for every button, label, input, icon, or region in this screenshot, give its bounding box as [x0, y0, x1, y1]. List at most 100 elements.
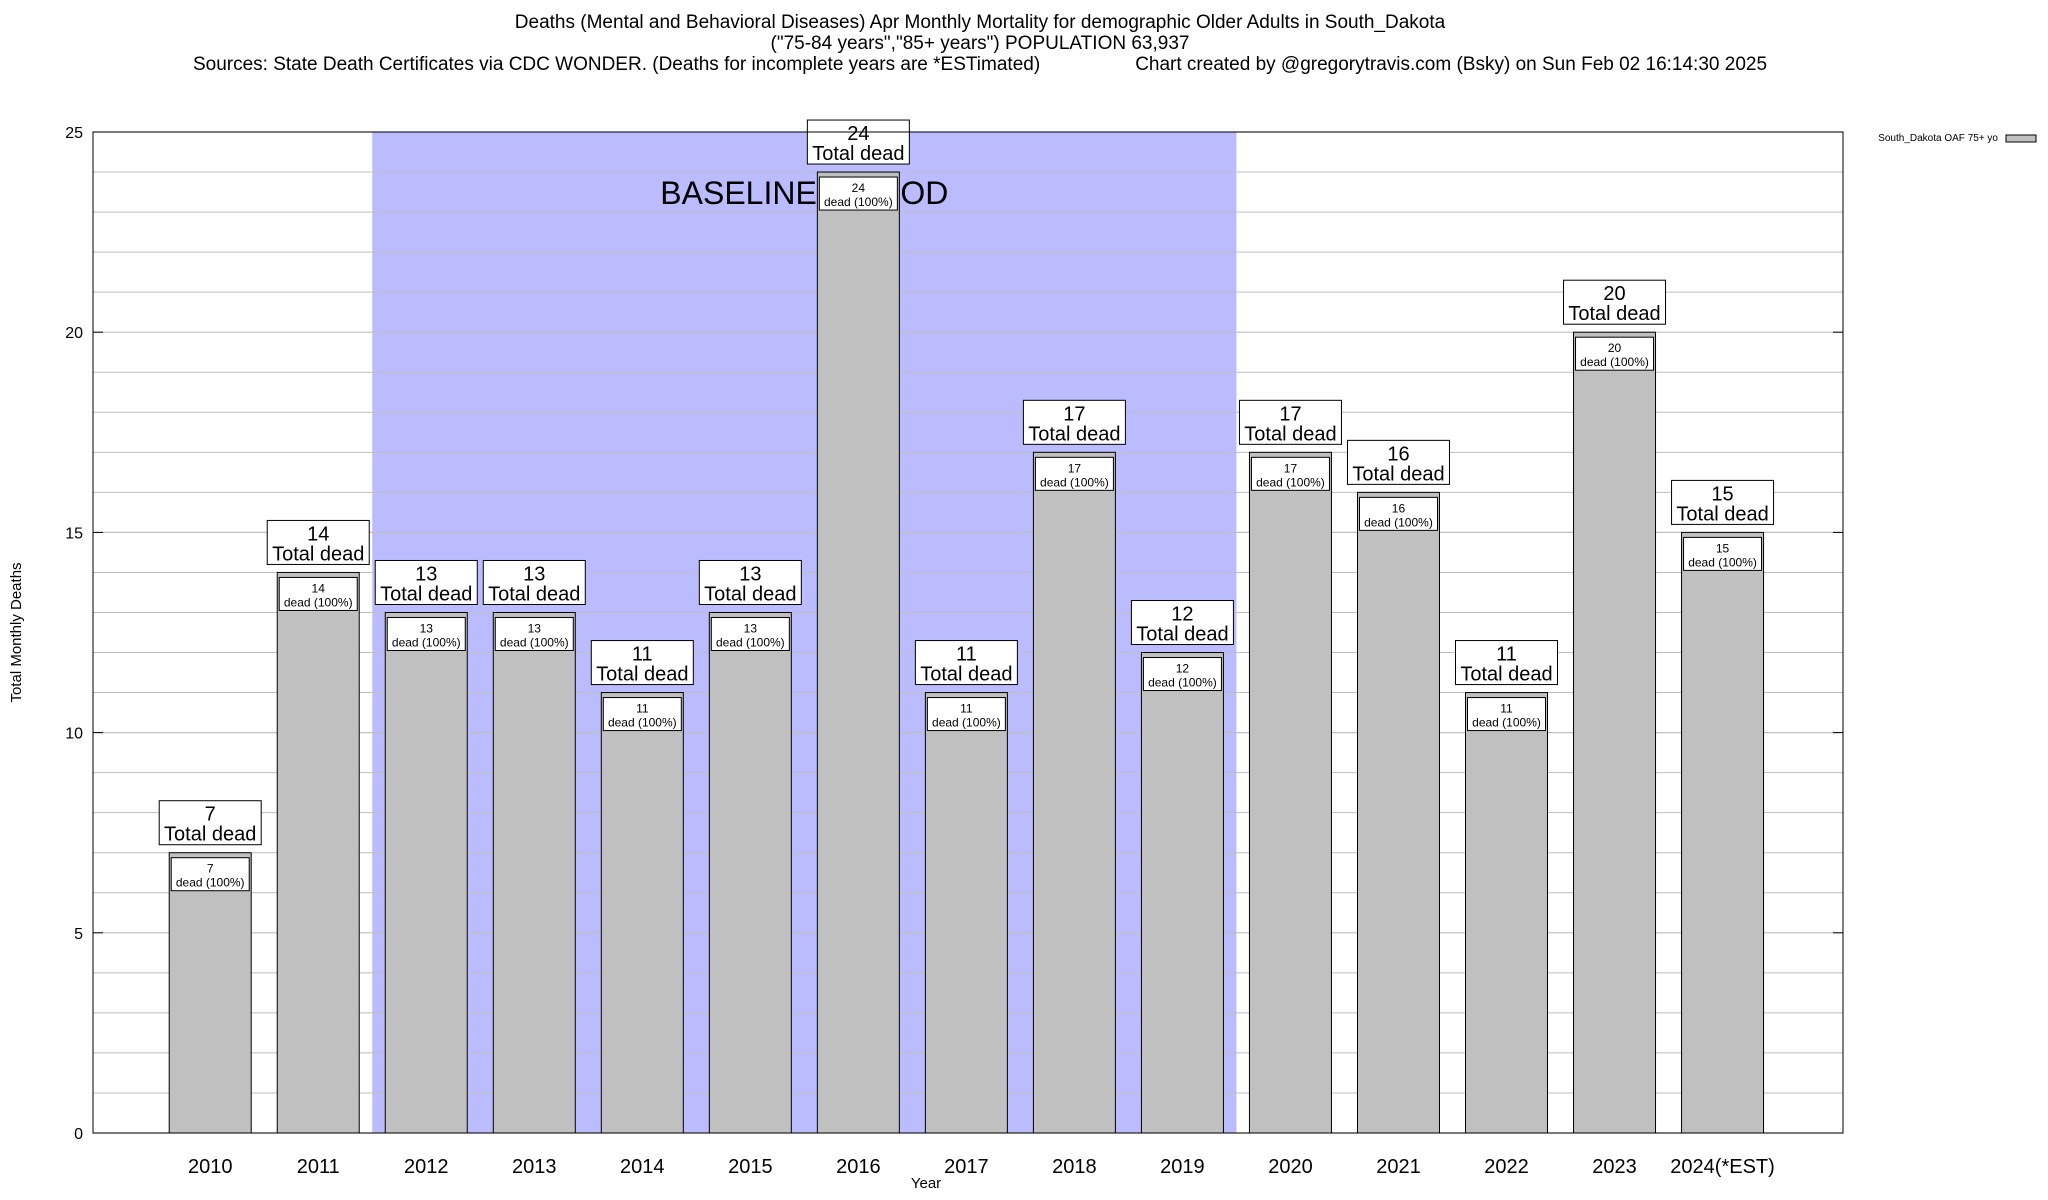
bar-inner-percent-label: dead (100%)	[824, 195, 893, 209]
bar-total-value-label: 14	[307, 523, 329, 545]
bar-total-label-box	[1130, 600, 1234, 646]
bar-inner-label-box	[1142, 657, 1222, 692]
chart-title-block: Deaths (Mental and Behavioral Diseases) …	[0, 12, 1960, 75]
bar-inner-percent-label: dead (100%)	[1148, 676, 1217, 690]
bar	[708, 611, 792, 1134]
bar-total-value-label: 11	[956, 644, 977, 666]
bar-total-value-label: 15	[1711, 483, 1733, 505]
y-tick-label: 15	[65, 525, 83, 542]
bar-total-value-label: 11	[1496, 644, 1517, 666]
bar-inner-percent-label: dead (100%)	[1256, 475, 1325, 489]
bar-total-text-label: Total dead	[1136, 624, 1228, 646]
bar	[816, 171, 900, 1134]
y-tick-label: 0	[74, 1126, 83, 1143]
bar-inner-label-box	[602, 697, 682, 732]
bar-total-text-label: Total dead	[812, 143, 904, 165]
bar-inner-percent-label: dead (100%)	[392, 635, 461, 649]
bar-inner-label-box	[170, 857, 250, 892]
x-tick-label: 2016	[836, 1156, 881, 1178]
bar-inner-value-label: 17	[1068, 461, 1082, 475]
bar-inner-label-box	[710, 616, 790, 651]
bar-total-text-label: Total dead	[704, 583, 796, 605]
bar-total-label-box	[914, 640, 1018, 686]
bar-inner-value-label: 11	[636, 702, 649, 716]
bar-total-text-label: Total dead	[272, 543, 364, 565]
bar-inner-value-label: 7	[207, 862, 214, 876]
bar-inner-label-box	[278, 576, 358, 611]
legend-swatch	[2005, 134, 2037, 143]
bar	[384, 611, 468, 1134]
bar-inner-value-label: 11	[1500, 702, 1513, 716]
chart-subtitle: ("75-84 years","85+ years") POPULATION 6…	[770, 33, 1190, 54]
bar	[168, 852, 252, 1134]
bar-inner-value-label: 13	[420, 621, 434, 635]
bar-total-value-label: 13	[739, 563, 761, 585]
bar-total-text-label: Total dead	[1028, 423, 1120, 445]
bar-inner-percent-label: dead (100%)	[1040, 475, 1109, 489]
bar-total-value-label: 13	[523, 563, 545, 585]
bar-inner-value-label: 17	[1284, 461, 1298, 475]
bar	[600, 692, 684, 1134]
bar-inner-label-box	[386, 616, 466, 651]
bar-inner-value-label: 13	[744, 621, 758, 635]
bar-total-text-label: Total dead	[1352, 463, 1444, 485]
y-tick-label: 5	[74, 926, 83, 943]
bar-inner-percent-label: dead (100%)	[1472, 716, 1541, 730]
y-axis-label: Total Monthly Deaths	[8, 562, 25, 702]
bar-total-value-label: 20	[1603, 283, 1625, 305]
bar-inner-percent-label: dead (100%)	[500, 635, 569, 649]
x-tick-label: 2014	[620, 1156, 665, 1178]
bar-inner-label-box	[1250, 456, 1330, 491]
bar	[276, 571, 360, 1134]
x-tick-label: 2022	[1484, 1156, 1529, 1178]
bar-total-label-box	[1238, 399, 1342, 445]
x-tick-label: 2013	[512, 1156, 557, 1178]
bar-inner-value-label: 14	[312, 581, 326, 595]
plot-border	[92, 131, 1844, 1134]
bar-inner-label-box	[1467, 697, 1547, 732]
x-tick-label: 2011	[297, 1156, 340, 1178]
bar-inner-label-box	[1683, 536, 1763, 571]
chart-title: Deaths (Mental and Behavioral Diseases) …	[514, 12, 1446, 33]
bar	[492, 611, 576, 1134]
bar-total-text-label: Total dead	[380, 583, 472, 605]
bar-total-value-label: 13	[415, 563, 437, 585]
x-tick-label: 2024(*EST)	[1670, 1156, 1775, 1178]
bar-inner-value-label: 16	[1392, 501, 1406, 515]
bar-inner-percent-label: dead (100%)	[284, 595, 353, 609]
bar-total-label-box	[266, 519, 370, 565]
bar-inner-label-box	[926, 697, 1006, 732]
sources-text: Sources: State Death Certificates via CD…	[192, 54, 1041, 75]
bar-inner-label-box	[1034, 456, 1114, 491]
bar-total-value-label: 17	[1279, 403, 1301, 425]
bar-total-value-label: 11	[632, 644, 653, 666]
bar-total-value-label: 17	[1063, 403, 1085, 425]
x-tick-label: 2012	[404, 1156, 449, 1178]
bar-inner-percent-label: dead (100%)	[1688, 555, 1757, 569]
x-tick-label: 2020	[1268, 1156, 1313, 1178]
bar-total-text-label: Total dead	[1676, 503, 1768, 525]
bar-inner-label-box	[818, 176, 898, 211]
bar-inner-value-label: 11	[960, 702, 973, 716]
x-tick-label: 2018	[1052, 1156, 1097, 1178]
bar-total-text-label: Total dead	[920, 664, 1012, 686]
bar-total-label-box	[1455, 640, 1559, 686]
bar-inner-percent-label: dead (100%)	[1364, 515, 1433, 529]
x-tick-label: 2019	[1160, 1156, 1205, 1178]
x-tick-label: 2017	[944, 1156, 989, 1178]
bar	[1248, 451, 1332, 1134]
bar-total-label-box	[1563, 279, 1667, 325]
bar-inner-value-label: 15	[1716, 541, 1730, 555]
bar-inner-percent-label: dead (100%)	[176, 876, 245, 890]
x-tick-label: 2023	[1592, 1156, 1637, 1178]
bar-total-label-box	[1022, 399, 1126, 445]
bar-inner-value-label: 24	[852, 181, 866, 195]
bar-total-label-box	[374, 559, 478, 605]
bar-inner-percent-label: dead (100%)	[716, 635, 785, 649]
bar-total-value-label: 12	[1171, 604, 1193, 626]
x-axis-label: Year	[911, 1175, 941, 1192]
x-tick-label: 2010	[188, 1156, 233, 1178]
bar-total-text-label: Total dead	[164, 824, 256, 846]
bar-total-value-label: 16	[1387, 443, 1409, 465]
bar-total-label-box	[806, 119, 910, 165]
